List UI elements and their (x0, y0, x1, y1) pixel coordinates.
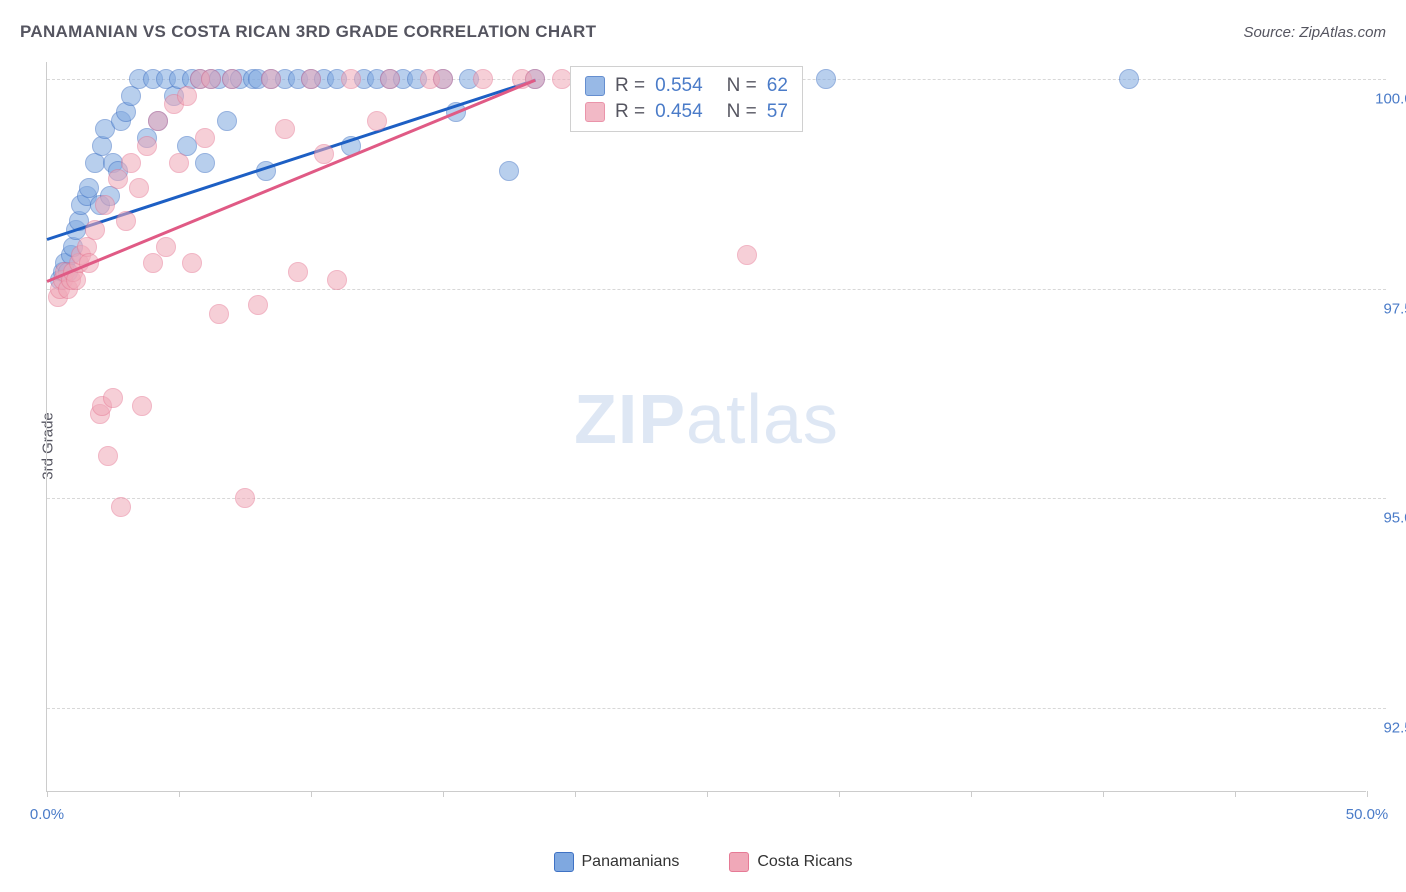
data-point (129, 178, 149, 198)
legend-swatch-costa-ricans (729, 852, 749, 872)
data-point (132, 396, 152, 416)
legend-label-costa-ricans: Costa Ricans (757, 853, 852, 871)
legend-label-panamanians: Panamanians (582, 853, 680, 871)
data-point (121, 153, 141, 173)
data-point (195, 128, 215, 148)
xtick (1103, 791, 1104, 797)
data-point (143, 253, 163, 273)
data-point (499, 161, 519, 181)
xtick (1367, 791, 1368, 797)
data-point (111, 497, 131, 517)
gridline (47, 289, 1386, 290)
xtick-label: 0.0% (30, 806, 64, 823)
data-point (182, 253, 202, 273)
data-point (222, 69, 242, 89)
data-point (525, 69, 545, 89)
data-point (169, 153, 189, 173)
data-point (85, 220, 105, 240)
data-point (95, 195, 115, 215)
stats-row: R = 0.554 N = 62 (585, 73, 788, 99)
stats-row: R = 0.454 N = 57 (585, 99, 788, 125)
stats-r-label: R = (615, 101, 645, 123)
data-point (1119, 69, 1139, 89)
correlation-stats-box: R = 0.554 N = 62 R = 0.454 N = 57 (570, 66, 803, 132)
stats-r-value: 0.454 (655, 101, 703, 123)
watermark-light: atlas (686, 380, 839, 458)
data-point (116, 211, 136, 231)
data-point (288, 262, 308, 282)
data-point (217, 111, 237, 131)
ytick-label: 95.0% (1383, 510, 1406, 527)
data-point (108, 169, 128, 189)
xtick (575, 791, 576, 797)
data-point (103, 388, 123, 408)
data-point (156, 237, 176, 257)
ytick-label: 100.0% (1375, 90, 1406, 107)
chart-header: PANAMANIAN VS COSTA RICAN 3RD GRADE CORR… (20, 22, 1386, 42)
gridline (47, 708, 1386, 709)
xtick (839, 791, 840, 797)
data-point (473, 69, 493, 89)
data-point (737, 245, 757, 265)
stats-n-value: 57 (767, 101, 788, 123)
stats-swatch (585, 76, 605, 96)
stats-r-label: R = (615, 75, 645, 97)
xtick-label: 50.0% (1346, 806, 1389, 823)
data-point (327, 270, 347, 290)
xtick (179, 791, 180, 797)
ytick-label: 92.5% (1383, 720, 1406, 737)
data-point (177, 86, 197, 106)
ytick-label: 97.5% (1383, 300, 1406, 317)
stats-n-label: N = (727, 75, 757, 97)
data-point (209, 304, 229, 324)
legend-item-panamanians: Panamanians (554, 852, 680, 872)
data-point (367, 111, 387, 131)
data-point (380, 69, 400, 89)
data-point (261, 69, 281, 89)
stats-n-label: N = (727, 101, 757, 123)
watermark-bold: ZIP (574, 380, 686, 458)
data-point (137, 136, 157, 156)
xtick (971, 791, 972, 797)
data-point (148, 111, 168, 131)
data-point (235, 488, 255, 508)
stats-r-value: 0.554 (655, 75, 703, 97)
legend-item-costa-ricans: Costa Ricans (729, 852, 852, 872)
stats-swatch (585, 102, 605, 122)
data-point (195, 153, 215, 173)
data-point (98, 446, 118, 466)
xtick (47, 791, 48, 797)
bottom-legend: Panamanians Costa Ricans (0, 852, 1406, 872)
xtick (443, 791, 444, 797)
data-point (433, 69, 453, 89)
data-point (341, 69, 361, 89)
data-point (552, 69, 572, 89)
watermark: ZIPatlas (574, 379, 839, 459)
source-attribution: Source: ZipAtlas.com (1243, 24, 1386, 41)
xtick (1235, 791, 1236, 797)
xtick (311, 791, 312, 797)
data-point (816, 69, 836, 89)
data-point (301, 69, 321, 89)
data-point (248, 295, 268, 315)
chart-title: PANAMANIAN VS COSTA RICAN 3RD GRADE CORR… (20, 22, 596, 42)
scatter-plot-area: ZIPatlas 92.5%95.0%97.5%100.0%0.0%50.0% (46, 62, 1366, 792)
xtick (707, 791, 708, 797)
legend-swatch-panamanians (554, 852, 574, 872)
data-point (201, 69, 221, 89)
data-point (275, 119, 295, 139)
stats-n-value: 62 (767, 75, 788, 97)
